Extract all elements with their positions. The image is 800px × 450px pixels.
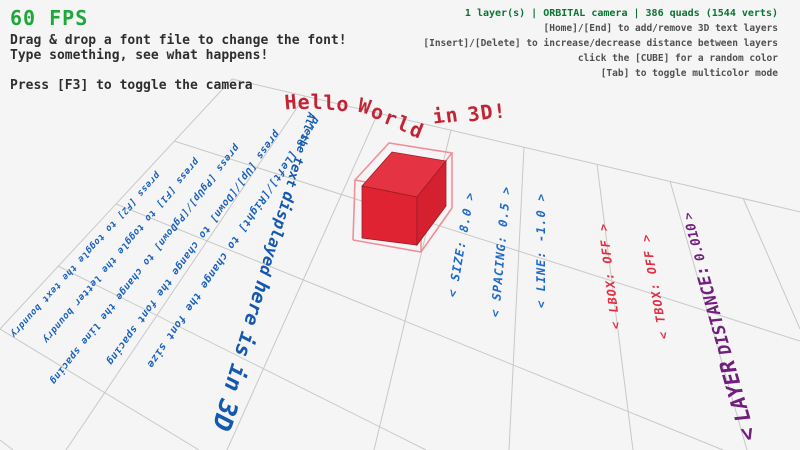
cube-face-side: [416, 159, 447, 247]
setting-line: < LINE: -1.0 >: [534, 191, 548, 310]
help-line-camera: Press [F3] to toggle the camera: [10, 78, 253, 93]
right-help-block: 1 layer(s) | ORBITAL camera | 386 quads …: [423, 6, 778, 81]
wave-letter: l: [310, 90, 323, 114]
help-line-multicolor: [Tab] to toggle multicolor mode: [600, 68, 778, 79]
status-line: 1 layer(s) | ORBITAL camera | 386 quads …: [464, 8, 778, 19]
wave-letter: n: [443, 102, 460, 128]
ground-grid: [0, 78, 800, 450]
wave-letter: o: [335, 91, 350, 117]
left-help-text: Drag & drop a font file to change the fo…: [10, 33, 347, 93]
wave-title-hello-world: Hello World in 3D!: [283, 89, 506, 144]
wave-letter: l: [323, 91, 336, 115]
wave-letter: e: [296, 89, 311, 115]
ground-word: <: [733, 426, 763, 442]
help-line-drag-drop: Drag & drop a font file to change the fo…: [10, 33, 347, 48]
help-line-type: Type something, see what happens!: [10, 48, 269, 63]
help-line-cube-color: click the [CUBE] for a random color: [577, 53, 778, 64]
ground-word: the: [293, 130, 312, 156]
ground-word: text: [282, 153, 306, 191]
help-line-layers: [Home]/[End] to add/remove 3D text layer…: [543, 23, 779, 34]
fps-counter: 60 FPS: [10, 6, 89, 30]
ground-word: >: [680, 211, 697, 221]
ground-word: in: [218, 358, 251, 397]
ground-word: is: [230, 326, 260, 363]
help-line-distance: [Insert]/[Delete] to increase/decrease d…: [423, 38, 778, 49]
wave-letter: !: [492, 98, 507, 124]
red-cube[interactable]: [352, 142, 454, 253]
